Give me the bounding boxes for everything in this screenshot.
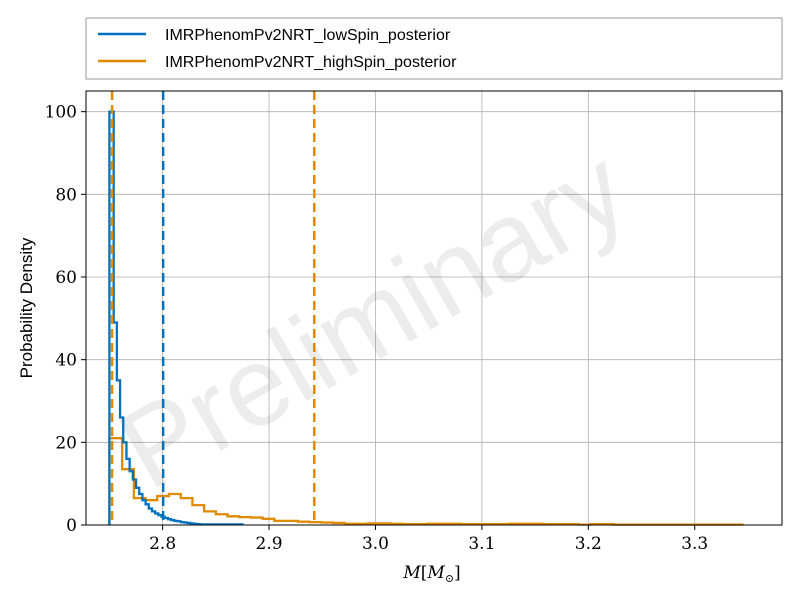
y-axis-label: Probability Density [17, 237, 36, 378]
y-tick-label: 60 [55, 268, 77, 288]
x-axis-label-main: M [402, 563, 421, 583]
grid [86, 91, 782, 526]
y-tick-label: 20 [55, 433, 77, 453]
legend-label-highspin: IMRPhenomPv2NRT_highSpin_posterior [165, 54, 457, 71]
x-axis-label-sub: ⊙ [445, 572, 454, 585]
x-axis-label-bracket-close: ] [454, 563, 461, 583]
x-axis-label-unit: M [426, 563, 445, 583]
y-tick-label: 0 [66, 516, 77, 536]
legend-label-lowspin: IMRPhenomPv2NRT_lowSpin_posterior [165, 27, 451, 44]
x-axis-label-bracket-open: [ [421, 563, 428, 583]
series-highspin-histogram [108, 437, 744, 526]
x-tick-label: 3.0 [362, 534, 389, 554]
legend-box [85, 17, 783, 80]
legend: IMRPhenomPv2NRT_lowSpin_posterior IMRPhe… [85, 17, 783, 80]
x-tick-label: 2.8 [149, 534, 176, 554]
x-tick-label: 3.3 [681, 534, 708, 554]
x-axis-label: M[M⊙] [402, 563, 460, 585]
series-layer [108, 110, 744, 526]
histogram-step-line [108, 110, 244, 526]
histogram-step-line [108, 437, 744, 526]
x-tick-label: 2.9 [256, 534, 283, 554]
y-tick-label: 40 [55, 351, 77, 371]
y-tick-label: 100 [45, 103, 77, 123]
plot-frame [85, 90, 783, 526]
series-lowspin-histogram [108, 110, 244, 526]
x-tick-label: 3.1 [468, 534, 495, 554]
y-tick-label: 80 [55, 185, 77, 205]
quantile-lines [110, 91, 316, 525]
axis-ticks: 2.8 2.9 3.0 3.1 3.2 3.3 0 20 40 60 80 100 [45, 103, 709, 554]
x-tick-label: 3.2 [575, 534, 602, 554]
